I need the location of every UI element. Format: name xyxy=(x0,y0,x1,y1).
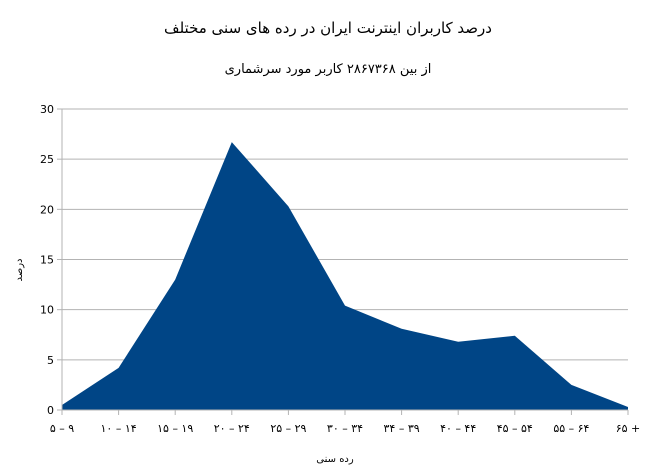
x-tick-label: ۲۵ – ۲۹ xyxy=(270,422,306,435)
x-tick-label: ۳۴ – ۳۹ xyxy=(384,422,420,435)
x-axis-label: رده سنی xyxy=(316,454,354,465)
x-tick-label: ۴۵ – ۵۴ xyxy=(497,422,533,435)
x-tick-label: ۶۵ + xyxy=(616,422,641,435)
y-tick-label: 10 xyxy=(40,304,54,317)
x-tick-label: ۵ – ۹ xyxy=(50,422,74,435)
area-fill xyxy=(62,142,628,411)
y-tick-label: 30 xyxy=(40,103,54,116)
chart-subtitle: از بین ۲۸۶۷۳۶۸ کاربر مورد سرشماری xyxy=(225,62,432,77)
x-tick-label: ۱۰ – ۱۴ xyxy=(101,422,137,435)
x-tick-label: ۳۰ – ۳۴ xyxy=(327,422,363,435)
y-tick-label: 5 xyxy=(47,354,54,367)
y-axis-label: درصد xyxy=(14,258,25,281)
axes xyxy=(61,109,629,415)
y-tick-label: 20 xyxy=(40,203,54,216)
x-tick-label: ۵۵ – ۶۴ xyxy=(553,422,589,435)
chart-title: درصد کاربران اینترنت ایران در رده های سن… xyxy=(164,19,492,37)
x-tick-labels: ۵ – ۹ ۱۰ – ۱۴ ۱۵ – ۱۹ ۲۰ – ۲۴ ۲۵ – ۲۹ ۳۰ – ۳۴… xyxy=(50,422,640,435)
x-tick-label: ۲۰ – ۲۴ xyxy=(214,422,250,435)
area-series xyxy=(62,142,628,411)
x-tick-label: ۴۰ – ۴۴ xyxy=(440,422,476,435)
y-tick-labels: 0 5 10 15 20 25 30 xyxy=(40,103,54,417)
y-tick-label: 15 xyxy=(40,254,54,267)
y-tick-label: 25 xyxy=(40,153,54,166)
x-tick-label: ۱۵ – ۱۹ xyxy=(157,422,193,435)
y-tick-label: 0 xyxy=(47,404,54,417)
